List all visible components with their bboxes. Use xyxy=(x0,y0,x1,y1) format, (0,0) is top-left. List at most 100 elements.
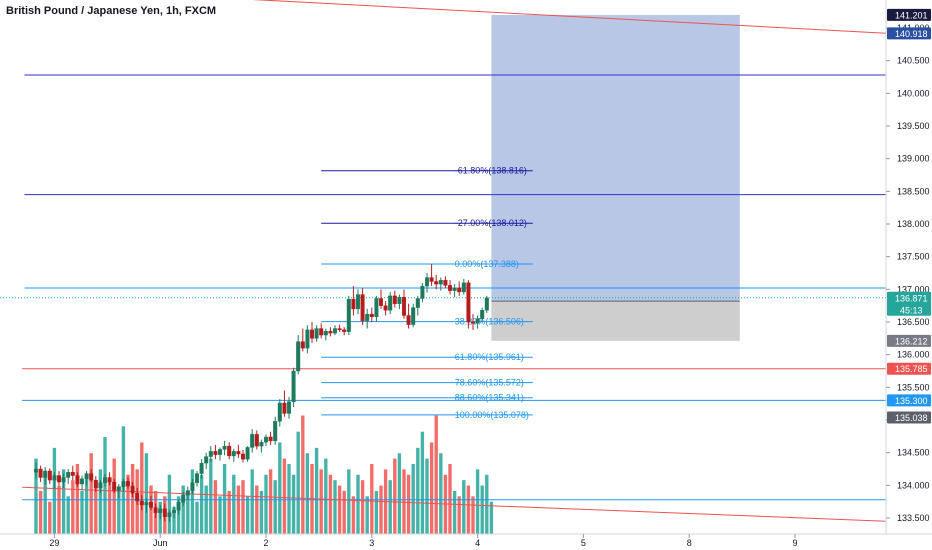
candle-body[interactable] xyxy=(139,500,144,506)
candle-body[interactable] xyxy=(264,436,269,443)
candle-body[interactable] xyxy=(204,456,209,464)
candle-body[interactable] xyxy=(38,468,43,478)
candle-body[interactable] xyxy=(245,447,250,460)
candle-body[interactable] xyxy=(254,434,259,447)
candle-body[interactable] xyxy=(402,296,407,316)
candle-body[interactable] xyxy=(388,295,393,311)
candle-body[interactable] xyxy=(351,298,356,310)
candle-body[interactable] xyxy=(443,279,448,286)
trend-line[interactable] xyxy=(22,486,887,522)
candle-body[interactable] xyxy=(176,502,181,511)
candle-body[interactable] xyxy=(194,473,199,483)
candle-body[interactable] xyxy=(425,277,430,287)
candle-body[interactable] xyxy=(34,468,39,473)
candle-body[interactable] xyxy=(57,475,62,483)
candle-body[interactable] xyxy=(148,502,153,508)
candle-body[interactable] xyxy=(47,470,52,481)
candle-body[interactable] xyxy=(43,470,48,478)
candle-body[interactable] xyxy=(125,481,130,487)
candle-body[interactable] xyxy=(392,295,397,304)
candle-body[interactable] xyxy=(337,328,342,331)
candle-body[interactable] xyxy=(448,285,453,291)
candle-body[interactable] xyxy=(420,285,425,299)
candle-body[interactable] xyxy=(240,453,245,460)
candle-body[interactable] xyxy=(130,485,135,494)
candle-body[interactable] xyxy=(79,478,84,485)
candle-body[interactable] xyxy=(319,328,324,336)
candle-body[interactable] xyxy=(171,509,176,513)
candle-body[interactable] xyxy=(277,402,282,422)
candle-body[interactable] xyxy=(236,451,241,455)
candle-body[interactable] xyxy=(250,434,255,448)
candle-body[interactable] xyxy=(89,473,94,481)
candle-body[interactable] xyxy=(93,479,98,489)
position-profit-zone[interactable] xyxy=(491,14,740,302)
candle-body[interactable] xyxy=(282,402,287,414)
candle-body[interactable] xyxy=(323,330,328,336)
candle-body[interactable] xyxy=(70,472,75,476)
trend-line[interactable] xyxy=(27,0,887,34)
candle-body[interactable] xyxy=(112,481,117,491)
candle-body[interactable] xyxy=(162,508,167,517)
candle-body[interactable] xyxy=(484,297,489,311)
candle-body[interactable] xyxy=(457,287,462,293)
candle-body[interactable] xyxy=(208,451,213,457)
candle-body[interactable] xyxy=(75,475,80,485)
candle-body[interactable] xyxy=(116,486,121,491)
candle-body[interactable] xyxy=(333,328,338,334)
candle-body[interactable] xyxy=(268,436,273,442)
candle-body[interactable] xyxy=(406,315,411,325)
candle-body[interactable] xyxy=(190,482,195,491)
candle-body[interactable] xyxy=(411,307,416,325)
candle-body[interactable] xyxy=(217,449,222,455)
candle-body[interactable] xyxy=(466,282,471,323)
candle-body[interactable] xyxy=(356,294,361,310)
candle-body[interactable] xyxy=(222,445,227,450)
candle-body[interactable] xyxy=(452,287,457,291)
candle-body[interactable] xyxy=(98,482,103,489)
candle-body[interactable] xyxy=(273,421,278,442)
candle-body[interactable] xyxy=(346,298,351,332)
candle-body[interactable] xyxy=(102,477,107,483)
candle-body[interactable] xyxy=(434,281,439,285)
candle-body[interactable] xyxy=(291,370,296,402)
candle-body[interactable] xyxy=(328,330,333,334)
candle-body[interactable] xyxy=(296,341,301,372)
candle-body[interactable] xyxy=(107,477,112,483)
candle-body[interactable] xyxy=(199,462,204,474)
candle-body[interactable] xyxy=(461,282,466,293)
candle-body[interactable] xyxy=(383,305,388,311)
candle-body[interactable] xyxy=(415,298,420,308)
candle-body[interactable] xyxy=(287,401,292,414)
candle-body[interactable] xyxy=(300,341,305,349)
candle-body[interactable] xyxy=(365,313,370,321)
candle-body[interactable] xyxy=(144,502,149,506)
candle-body[interactable] xyxy=(471,321,476,324)
candle-body[interactable] xyxy=(66,472,71,478)
candle-body[interactable] xyxy=(84,473,89,480)
candle-body[interactable] xyxy=(379,298,384,306)
candle-body[interactable] xyxy=(121,481,126,487)
candle-body[interactable] xyxy=(153,507,158,513)
candle-body[interactable] xyxy=(52,475,57,481)
candle-body[interactable] xyxy=(314,328,319,339)
candle-body[interactable] xyxy=(213,451,218,455)
candle-body[interactable] xyxy=(167,512,172,517)
candle-body[interactable] xyxy=(480,310,485,319)
candle-body[interactable] xyxy=(475,318,480,324)
candle-body[interactable] xyxy=(374,298,379,317)
candle-body[interactable] xyxy=(397,296,402,304)
candle-body[interactable] xyxy=(181,494,186,503)
candle-body[interactable] xyxy=(342,329,347,332)
candle-body[interactable] xyxy=(360,294,365,321)
candle-body[interactable] xyxy=(259,442,264,447)
candle-body[interactable] xyxy=(185,490,190,496)
position-loss-zone[interactable] xyxy=(491,301,740,341)
candle-body[interactable] xyxy=(231,451,236,457)
candle-body[interactable] xyxy=(135,492,140,502)
candle-body[interactable] xyxy=(158,508,163,513)
candle-body[interactable] xyxy=(429,277,434,282)
candle-body[interactable] xyxy=(310,329,315,339)
